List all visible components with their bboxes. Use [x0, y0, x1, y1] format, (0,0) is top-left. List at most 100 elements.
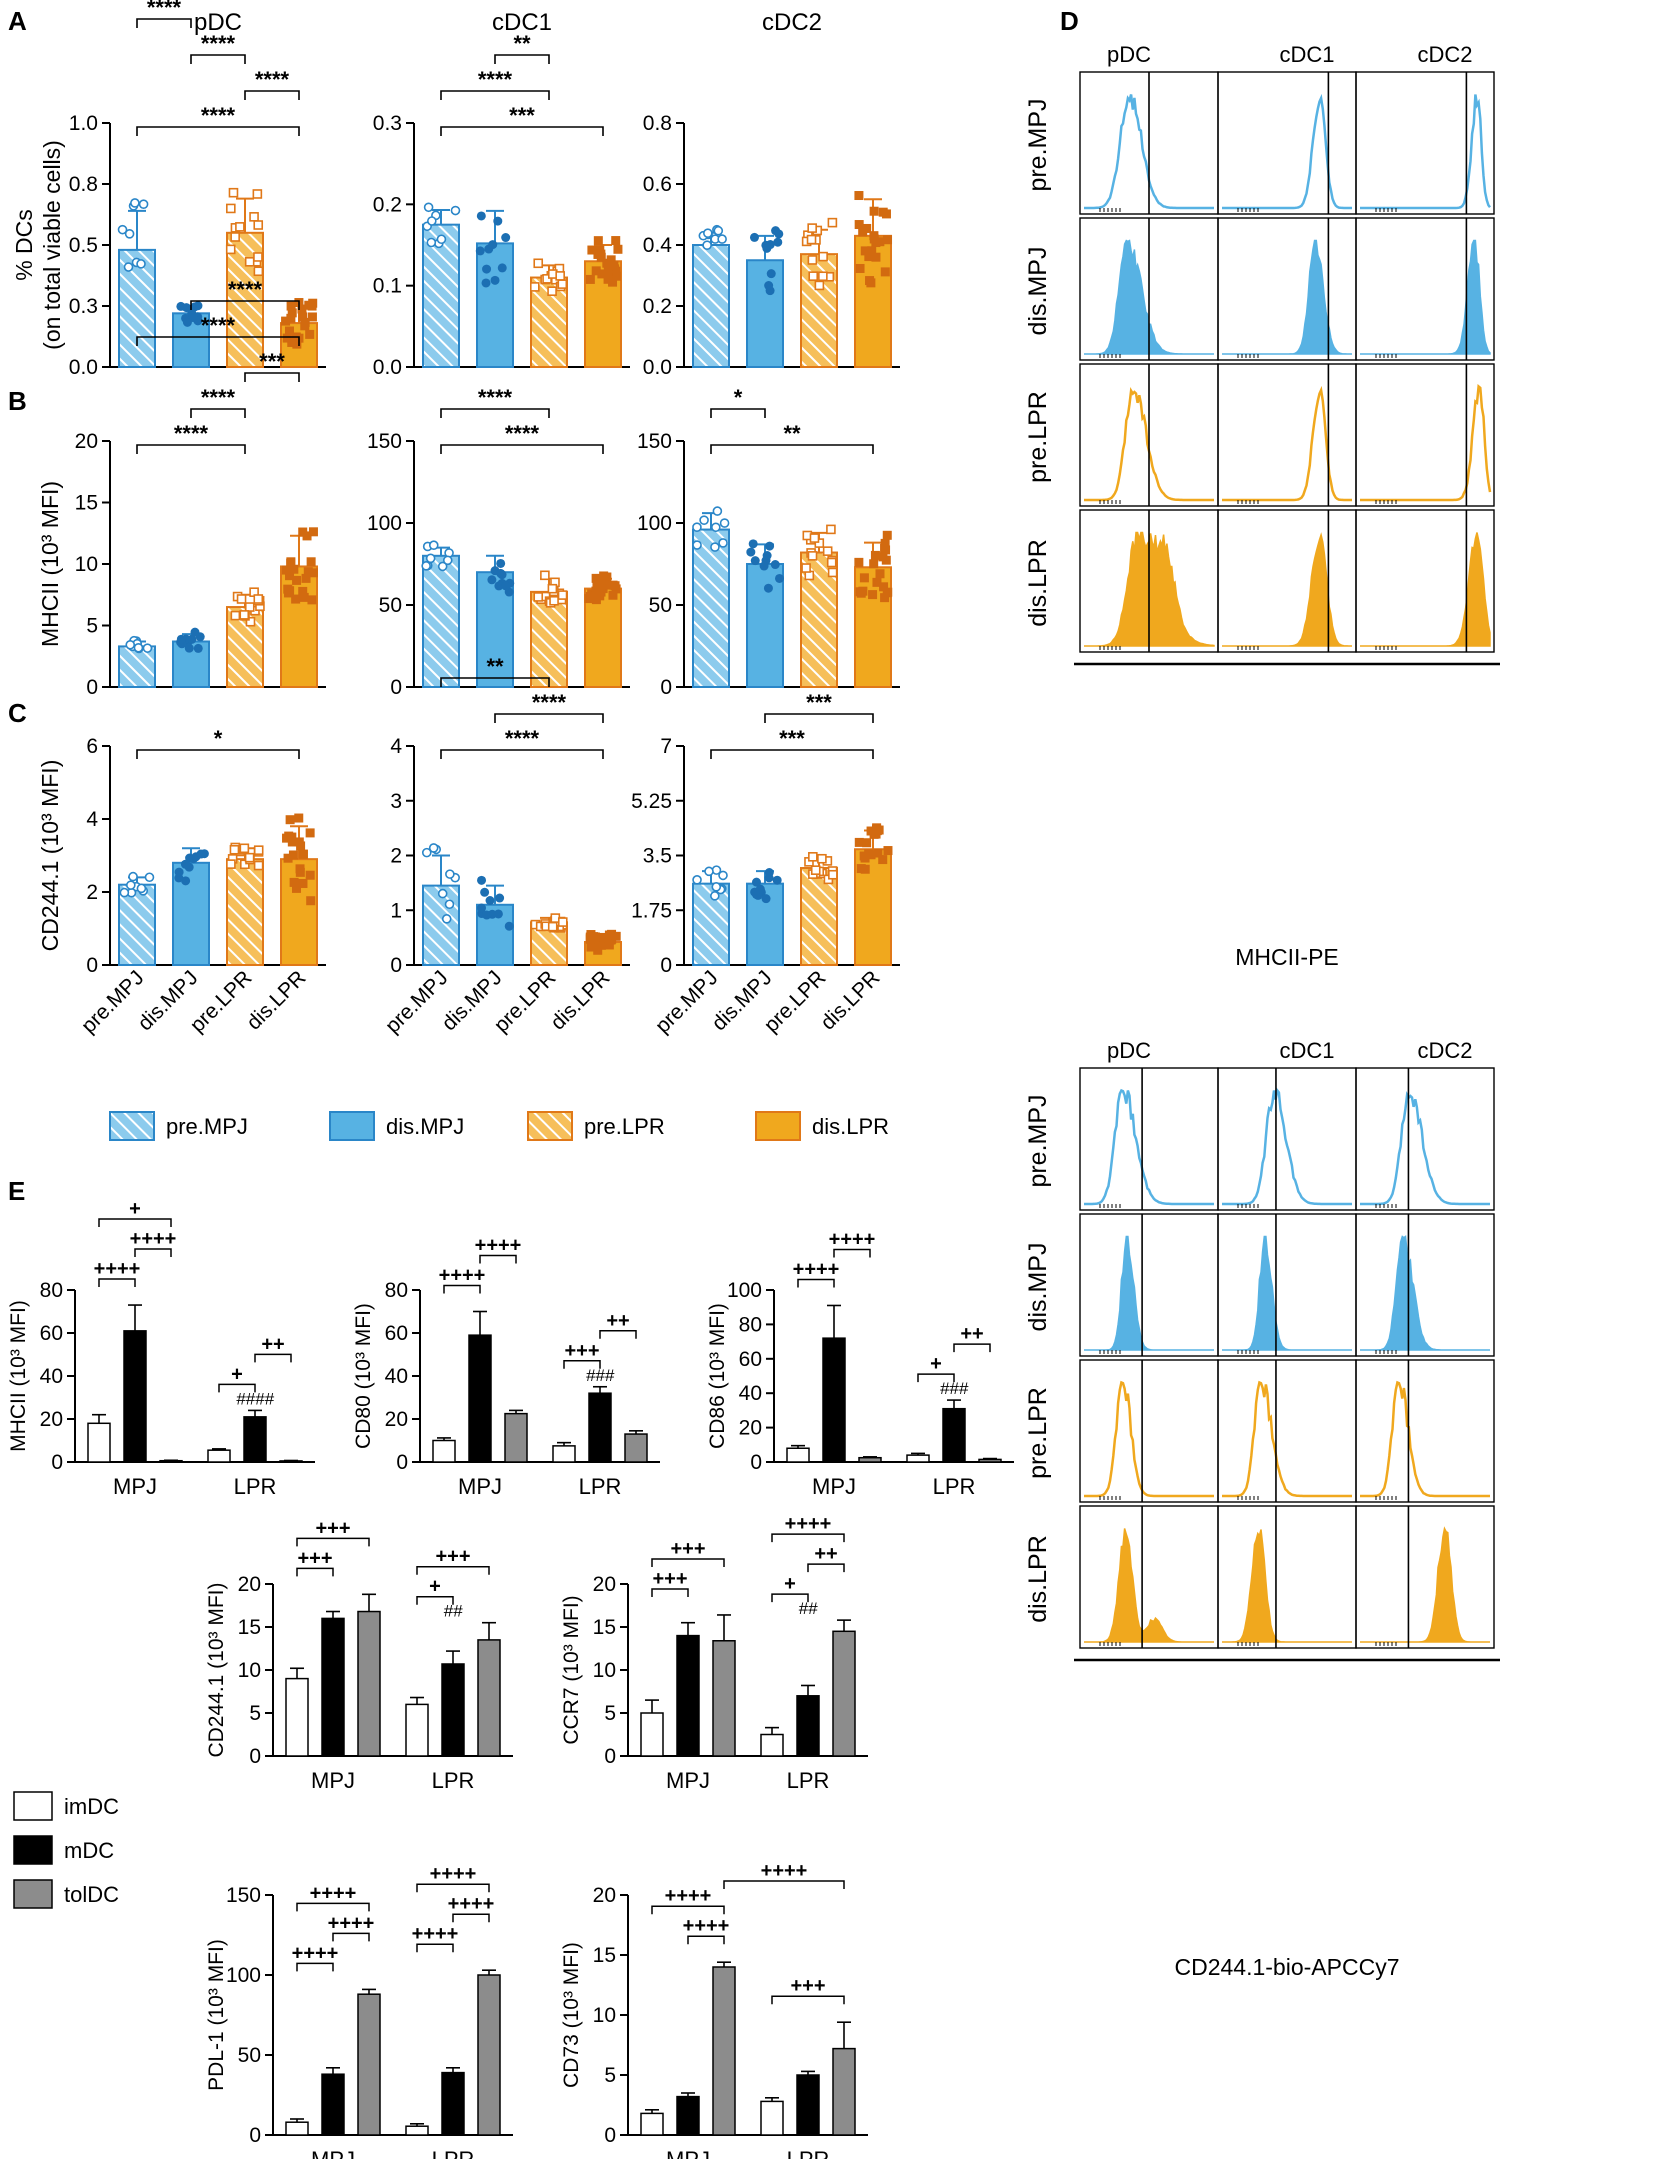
data-point [597, 269, 607, 279]
histogram-box [1355, 217, 1495, 361]
data-point [867, 246, 877, 256]
y-tick-label: 0.8 [69, 173, 98, 196]
significance-label: ++++ [439, 1265, 486, 1287]
hash-label: #### [236, 1389, 274, 1408]
y-tick-label: 4 [86, 808, 98, 831]
data-point [808, 852, 818, 862]
data-point [880, 593, 890, 603]
data-point [533, 258, 544, 269]
histogram-column-label: cDC1 [1279, 42, 1334, 67]
x-group-label: MPJ [311, 2147, 355, 2159]
significance-bracket [710, 408, 766, 418]
histogram-filled [1222, 1529, 1352, 1643]
data-point [866, 826, 876, 836]
data-point [866, 278, 876, 288]
legend-label-pre-lpr: pre.LPR [584, 1114, 665, 1139]
histogram-filled [1084, 1235, 1214, 1351]
data-point [611, 236, 621, 246]
x-group-label: LPR [234, 1474, 277, 1499]
data-point [602, 580, 612, 590]
data-point [540, 570, 550, 581]
histogram-column-label: cDC1 [1279, 1038, 1334, 1063]
bar-pre.MPJ [118, 883, 156, 967]
legend-swatch-imdc [13, 1791, 53, 1821]
histogram-filled [1360, 532, 1491, 647]
significance-bracket [416, 1883, 490, 1893]
bar-pre.LPR [226, 858, 264, 967]
y-tick-label: 0.3 [373, 112, 402, 135]
histogram-box [1079, 1359, 1219, 1503]
y-tick-label: 1.75 [631, 899, 672, 922]
x-group-label: LPR [579, 1474, 622, 1499]
data-point [587, 245, 597, 255]
data-point [300, 317, 310, 327]
data-point [295, 864, 305, 874]
histogram-line [1084, 1380, 1214, 1498]
bar-tolDC-LPR [624, 1433, 648, 1463]
data-point [557, 279, 568, 289]
significance-bracket [416, 1595, 454, 1605]
data-point [692, 875, 702, 885]
histogram-column-label: pDC [1107, 42, 1151, 67]
data-point [307, 301, 317, 311]
histogram-row-label: pre.MPJ [1024, 1094, 1052, 1187]
data-point [493, 909, 503, 919]
bar-tolDC-MPJ [357, 1610, 381, 1757]
data-point [856, 588, 866, 598]
y-tick-label: 0 [604, 1745, 616, 1768]
significance-label: **** [201, 385, 236, 410]
data-point [244, 602, 255, 612]
histogram-line [1360, 384, 1492, 502]
y-tick-label: 0.2 [643, 295, 672, 318]
data-point [193, 643, 203, 653]
data-point [868, 590, 878, 600]
histogram-box [1355, 1359, 1495, 1503]
bar-mDC-MPJ [822, 1337, 846, 1463]
significance-label: ++++ [793, 1258, 840, 1280]
data-point [827, 217, 838, 228]
data-point [476, 211, 486, 221]
data-point [253, 252, 263, 262]
histogram-box [1355, 1213, 1495, 1357]
data-point [249, 212, 259, 222]
histogram-row-label: dis.MPJ [1024, 247, 1052, 336]
legend-label-imdc: imDC [64, 1794, 119, 1819]
y-tick-label: 20 [593, 1884, 616, 1907]
histogram-line [1222, 1380, 1352, 1498]
data-point [869, 234, 879, 244]
bar-mDC-LPR [243, 1416, 267, 1463]
x-tick-label: dis.LPR [816, 966, 884, 1034]
data-point [854, 191, 864, 201]
data-point [184, 643, 194, 653]
significance-bracket [190, 408, 246, 418]
data-point [763, 583, 773, 593]
data-point [253, 266, 264, 277]
data-point [604, 930, 614, 940]
bar-pre.MPJ [692, 528, 730, 688]
data-point [428, 843, 439, 853]
significance-label: ++ [261, 1333, 284, 1355]
significance-bracket [254, 1353, 292, 1363]
significance-bracket [416, 1565, 490, 1575]
significance-label: ++ [960, 1323, 983, 1345]
panel-label-b: B [8, 386, 27, 416]
bar-mDC-LPR [441, 1663, 465, 1757]
y-tick-label: 10 [593, 2004, 616, 2027]
significance-bracket [136, 444, 246, 454]
data-point [229, 844, 240, 855]
data-point [421, 847, 432, 858]
bar-mDC-MPJ [123, 1330, 147, 1463]
data-point [860, 246, 870, 256]
y-tick-label: 1.0 [69, 112, 98, 135]
significance-label: +++ [315, 1517, 350, 1539]
bar-mDC-LPR [796, 2074, 820, 2136]
histogram-axis-label: MHCII-PE [1235, 944, 1339, 970]
bar-dis.MPJ [172, 640, 210, 688]
y-tick-label: 10 [75, 553, 98, 576]
bar-tolDC-MPJ [712, 1640, 736, 1757]
y-axis-label: CCR7 (10³ MFI) [560, 1595, 583, 1744]
y-tick-label: 0.4 [643, 234, 673, 257]
data-point [766, 269, 776, 279]
data-point [872, 577, 882, 587]
